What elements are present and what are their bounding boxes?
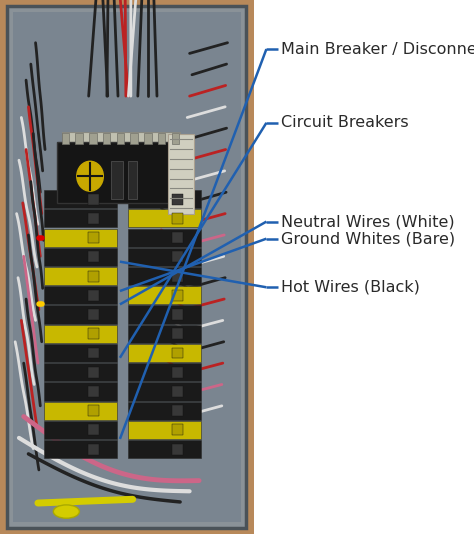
Bar <box>172 133 179 144</box>
Bar <box>44 286 117 304</box>
Bar <box>128 363 201 381</box>
Bar <box>88 425 99 435</box>
Bar <box>44 248 117 266</box>
Bar <box>172 425 183 435</box>
Bar <box>88 252 99 262</box>
Bar <box>128 190 201 208</box>
Bar <box>44 267 117 285</box>
Bar <box>168 134 194 214</box>
Bar <box>88 444 99 454</box>
Bar <box>172 405 183 416</box>
Bar <box>128 248 201 266</box>
Text: Hot Wires (Black): Hot Wires (Black) <box>281 280 419 295</box>
Bar <box>0 0 254 534</box>
Bar <box>128 382 201 400</box>
Bar <box>88 386 99 397</box>
Bar <box>75 133 83 144</box>
Bar <box>62 132 180 144</box>
Bar <box>128 440 201 458</box>
Bar <box>172 309 183 320</box>
Bar <box>128 421 201 439</box>
Bar <box>44 190 117 208</box>
Bar <box>117 133 124 144</box>
Bar <box>172 194 183 205</box>
Bar <box>88 328 99 339</box>
Bar <box>13 12 241 522</box>
Bar <box>172 232 183 243</box>
Bar <box>7 6 246 528</box>
Bar <box>57 142 185 203</box>
Bar <box>88 367 99 378</box>
Bar <box>172 386 183 397</box>
Bar <box>44 344 117 362</box>
Bar <box>44 305 117 324</box>
Bar <box>88 271 99 281</box>
Bar <box>172 252 183 262</box>
Bar <box>44 209 117 227</box>
Bar <box>44 402 117 420</box>
Bar <box>128 325 201 343</box>
Bar <box>172 348 183 358</box>
Bar <box>172 271 183 281</box>
Bar <box>172 328 183 339</box>
Bar <box>130 133 138 144</box>
Bar <box>88 232 99 243</box>
Bar <box>111 161 123 199</box>
Bar <box>44 229 117 247</box>
Bar <box>128 161 137 199</box>
Bar <box>158 133 165 144</box>
Bar <box>89 133 97 144</box>
Text: Circuit Breakers: Circuit Breakers <box>281 115 408 130</box>
Bar <box>128 229 201 247</box>
Circle shape <box>77 161 103 191</box>
Bar <box>172 444 183 454</box>
Ellipse shape <box>53 505 79 518</box>
Bar <box>88 405 99 416</box>
Bar <box>88 348 99 358</box>
Bar <box>172 367 183 378</box>
Bar <box>62 133 69 144</box>
Bar <box>128 402 201 420</box>
Bar <box>128 286 201 304</box>
Text: Ground Whites (Bare): Ground Whites (Bare) <box>281 231 455 246</box>
Text: Main Breaker / Disconnect: Main Breaker / Disconnect <box>281 42 474 57</box>
Bar <box>172 213 183 224</box>
Text: Neutral Wires (White): Neutral Wires (White) <box>281 214 454 229</box>
Bar <box>128 305 201 324</box>
Bar <box>128 209 201 227</box>
Bar <box>44 382 117 400</box>
Bar <box>88 213 99 224</box>
Bar <box>44 363 117 381</box>
Bar <box>44 421 117 439</box>
Bar <box>128 267 201 285</box>
Bar <box>88 194 99 205</box>
Bar <box>144 133 152 144</box>
Bar <box>44 440 117 458</box>
Bar <box>128 344 201 362</box>
Bar <box>103 133 110 144</box>
Bar <box>88 309 99 320</box>
Bar <box>88 290 99 301</box>
Bar <box>172 290 183 301</box>
Bar <box>44 325 117 343</box>
